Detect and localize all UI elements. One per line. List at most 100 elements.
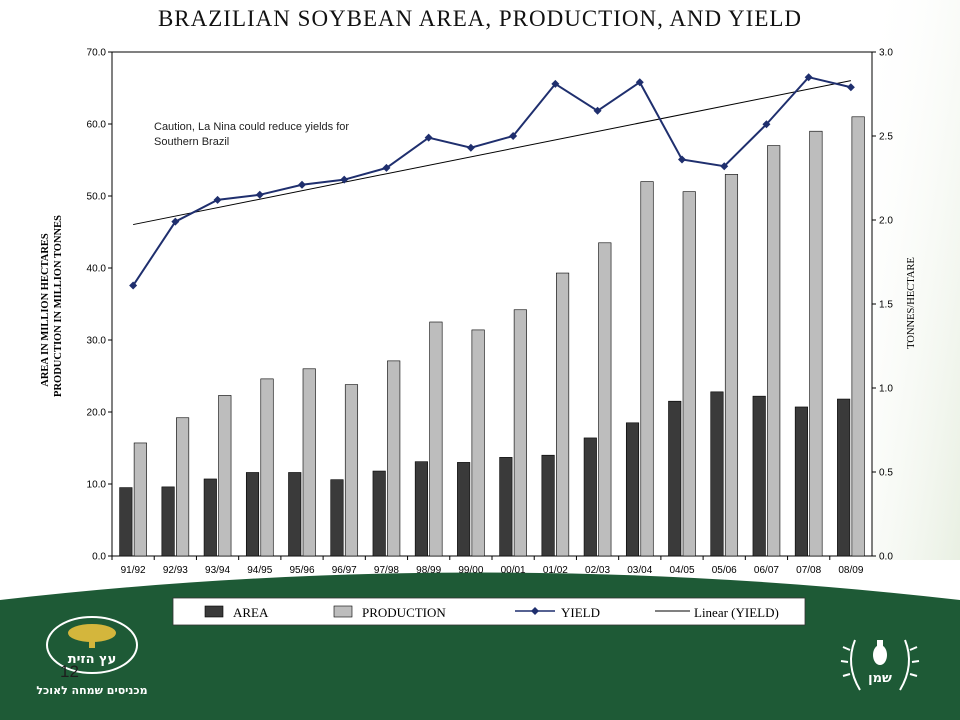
bar-area: [119, 487, 133, 557]
right-logo-name: שמן: [868, 671, 892, 686]
bar-area: [245, 472, 260, 557]
yield-marker: [762, 120, 771, 129]
x-axis-tick-label: 00/01: [501, 565, 526, 576]
bar-area: [583, 437, 597, 557]
amphora-icon: [873, 640, 887, 665]
x-axis-tick-label: 99/00: [458, 565, 483, 576]
yield-marker: [340, 175, 349, 184]
annotation-line1: Caution, La Nina could reduce yields for: [154, 121, 349, 133]
x-axis-tick-label: 93/94: [205, 565, 230, 576]
bar-area: [752, 395, 766, 557]
left-axis: 0.0 10.0 20.0 30.0 40.0 50.0 60.0 70.0: [87, 48, 112, 563]
left-logo-tagline: מכניסים שמחה לאוכל: [36, 684, 147, 697]
bar-production: [302, 368, 316, 557]
right-axis-tick-label: 1.0: [879, 384, 893, 395]
legend-label-area: AREA: [233, 605, 269, 620]
x-axis-tick-label: 06/07: [754, 565, 779, 576]
right-axis-tick-label: 2.0: [879, 216, 893, 227]
left-axis-tick-label: 0.0: [92, 552, 106, 563]
bar-production: [387, 360, 401, 557]
x-axis-tick-label: 01/02: [543, 565, 568, 576]
bar-production: [851, 116, 865, 557]
yield-marker: [593, 106, 602, 115]
bar-area: [794, 406, 808, 557]
left-axis-tick-label: 10.0: [87, 480, 107, 491]
yield-marker: [213, 195, 222, 204]
right-axis-tick-label: 1.5: [879, 300, 893, 311]
olive-tree-icon: [68, 624, 116, 648]
bar-production: [429, 321, 443, 557]
x-axis-tick-label: 91/92: [121, 565, 146, 576]
slide-title: BRAZILIAN SOYBEAN AREA, PRODUCTION, AND …: [157, 6, 803, 31]
yield-marker: [298, 180, 306, 189]
yield-marker: [678, 155, 686, 164]
yield-marker: [804, 73, 813, 82]
bar-area: [710, 391, 724, 557]
left-axis-title-line2: PRODUCTION IN MILLION TONNES: [53, 215, 64, 397]
legend-label-production: PRODUCTION: [362, 605, 446, 620]
left-logo: עץ הזית מכניסים שמחה לאוכל: [36, 616, 148, 697]
x-axis-tick-label: 05/06: [712, 565, 737, 576]
left-axis-tick-label: 40.0: [87, 264, 107, 275]
x-axis-tick-label: 98/99: [416, 565, 441, 576]
bar-area: [457, 462, 471, 557]
legend-label-yield: YIELD: [561, 605, 600, 620]
page-number: 12: [60, 662, 79, 681]
legend-marker-yield: [531, 607, 539, 615]
laurel-wreath-icon: [840, 639, 920, 691]
left-axis-tick-label: 50.0: [87, 192, 107, 203]
bar-production: [724, 174, 739, 557]
x-axis-tick-label: 08/09: [838, 565, 863, 576]
yield-marker: [720, 162, 729, 171]
legend-label-linear: Linear (YIELD): [694, 605, 779, 620]
yield-series: [129, 73, 855, 290]
bar-production: [471, 329, 485, 557]
x-axis-tick-label: 02/03: [585, 565, 610, 576]
legend: AREA PRODUCTION YIELD Linear (YIELD): [172, 597, 806, 626]
left-axis-tick-label: 60.0: [87, 120, 107, 131]
bar-production: [260, 378, 274, 557]
right-axis-tick-label: 0.5: [879, 468, 893, 479]
yield-marker: [509, 132, 518, 140]
x-axis-tick-label: 96/97: [332, 565, 357, 576]
x-axis-tick-label: 95/96: [289, 565, 314, 576]
x-axis-tick-label: 94/95: [247, 565, 272, 576]
bar-area: [372, 470, 386, 557]
bar-production: [640, 181, 654, 557]
bar-production: [513, 309, 527, 557]
right-axis: 0.0 0.5 1.0 1.5 2.0 2.5 3.0: [872, 48, 893, 563]
olive-badge-icon: [46, 616, 138, 674]
plot-area: [111, 51, 873, 557]
left-axis-title-line1: AREA IN MILLION HECTARES: [40, 233, 51, 387]
right-axis-title: TONNES/HECTARE: [906, 257, 917, 349]
x-axis-tick-label: 97/98: [374, 565, 399, 576]
yield-line: [132, 76, 852, 287]
right-axis-tick-label: 2.5: [879, 132, 893, 143]
x-axis-tick-label: 03/04: [627, 565, 652, 576]
bar-production: [556, 272, 570, 557]
yield-marker: [635, 78, 644, 87]
bar-production: [682, 191, 696, 557]
x-axis-tick-label: 04/05: [669, 565, 694, 576]
bar-production: [218, 395, 232, 557]
bar-area: [541, 454, 555, 557]
yield-marker: [171, 217, 180, 226]
yield-marker: [382, 163, 391, 172]
yield-marker: [846, 83, 855, 92]
legend-box: [172, 597, 806, 626]
yield-marker: [255, 190, 264, 199]
x-axis-tick-label: 92/93: [163, 565, 188, 576]
bar-area: [625, 422, 640, 557]
bar-series: [119, 116, 865, 557]
yield-marker: [129, 281, 138, 290]
left-axis-tick-label: 70.0: [87, 48, 107, 59]
left-axis-tick-label: 20.0: [87, 408, 107, 419]
bar-production: [133, 442, 147, 557]
legend-swatch-area: [204, 605, 224, 618]
bar-area: [837, 398, 851, 557]
right-axis-tick-label: 3.0: [879, 48, 893, 59]
bar-area: [161, 486, 175, 557]
bar-area: [288, 472, 302, 557]
bar-production: [344, 384, 359, 557]
